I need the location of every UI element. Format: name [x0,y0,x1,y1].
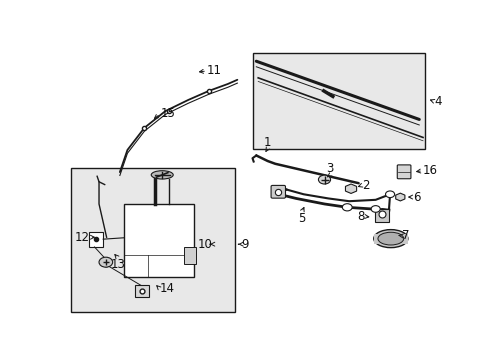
Circle shape [318,175,330,184]
Bar [252,53,424,149]
Text: 3: 3 [326,162,333,175]
Text: 6: 6 [413,190,420,203]
Circle shape [385,191,394,198]
Text: 14: 14 [159,282,174,295]
Circle shape [370,206,380,212]
FancyBboxPatch shape [396,165,410,179]
Text: 2: 2 [362,179,369,192]
Circle shape [99,257,112,267]
Bar [89,232,103,247]
Bar [123,204,193,278]
Bar [70,168,235,312]
Text: 15: 15 [160,107,175,120]
Text: 9: 9 [241,238,248,251]
Text: 1: 1 [264,135,271,149]
Text: 16: 16 [422,164,437,177]
Bar [135,285,149,297]
Text: 7: 7 [401,229,409,242]
Text: 8: 8 [356,210,364,223]
Text: 12: 12 [74,231,89,244]
Ellipse shape [377,232,403,245]
Text: 13: 13 [110,258,125,271]
Text: 10: 10 [198,238,212,251]
Bar [373,234,407,244]
Ellipse shape [151,171,173,179]
Text: 5: 5 [298,212,305,225]
Text: 4: 4 [433,95,441,108]
Circle shape [342,204,351,211]
Text: 11: 11 [206,64,222,77]
FancyBboxPatch shape [270,185,285,198]
Bar [374,209,388,222]
Ellipse shape [373,230,407,248]
Bar [184,247,195,264]
